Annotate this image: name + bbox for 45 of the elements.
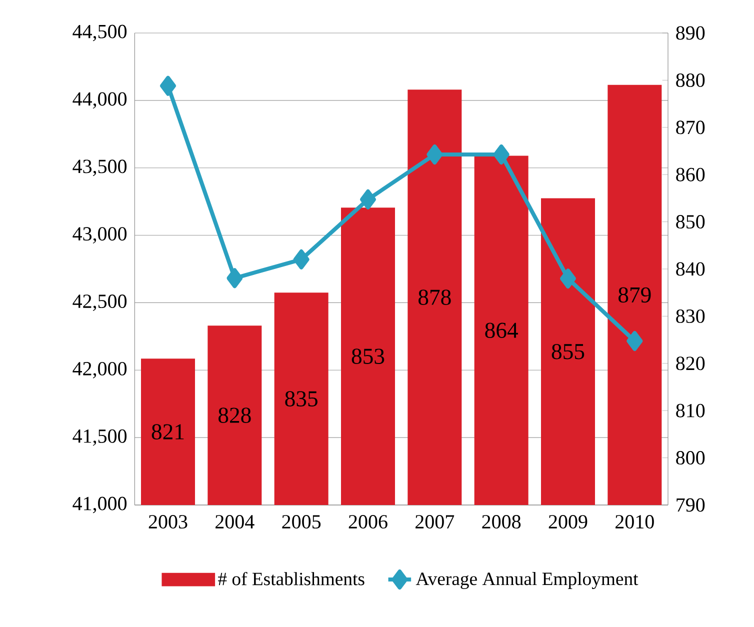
data-label: 855 [552, 344, 584, 360]
legend-label: Average Annual Employment [416, 572, 638, 590]
y-tick-label: 42,500 [72, 294, 127, 311]
point [560, 268, 576, 289]
point [226, 268, 243, 288]
point [626, 331, 643, 351]
x-tick-label: 2009 [548, 515, 588, 529]
x-tick-label: 2008 [482, 515, 521, 529]
point [293, 249, 310, 270]
data-label: 853 [352, 348, 384, 364]
y-tick-label: 44,000 [72, 92, 127, 109]
y2-tick-label: 800 [676, 451, 705, 465]
y2-tick-label: 880 [676, 73, 705, 87]
data-label: 821 [152, 424, 184, 440]
y2-tick-label: 790 [676, 498, 705, 512]
y2-tick-label: 820 [676, 356, 705, 370]
point [493, 144, 510, 164]
y-tick-label: 42,000 [72, 362, 127, 378]
y2-tick-label: 870 [676, 120, 705, 134]
y-tick-label: 44,500 [72, 24, 127, 42]
x-tick-label: 2005 [282, 515, 321, 529]
y-tick-label: 43,000 [72, 227, 127, 244]
y-tick-label: 43,500 [72, 160, 127, 176]
y-tick-label: 41,500 [72, 429, 127, 446]
y2-tick-label: 860 [676, 168, 705, 182]
y2-tick-label: 850 [676, 215, 705, 229]
y2-tick-label: 840 [676, 262, 705, 276]
y-tick-label: 41,000 [72, 496, 127, 514]
x-tick-label: 2003 [148, 515, 188, 529]
x-tick-label: 2007 [416, 515, 454, 529]
x-tick-label: 2010 [616, 515, 654, 529]
y2-tick-label: 830 [676, 309, 705, 323]
data-label: 835 [285, 391, 318, 406]
point [426, 144, 443, 164]
y2-tick-label: 810 [676, 404, 705, 418]
legend-label: # of Establishments [218, 572, 364, 586]
x-tick-label: 2006 [348, 515, 388, 529]
x-tick-label: 2004 [216, 515, 254, 529]
data-label: 878 [418, 290, 451, 305]
data-label: 864 [485, 322, 518, 338]
point [360, 189, 376, 210]
point [160, 76, 176, 96]
data-label: 879 [618, 287, 651, 303]
y2-tick-label: 890 [676, 26, 705, 40]
data-label: 828 [218, 408, 251, 423]
